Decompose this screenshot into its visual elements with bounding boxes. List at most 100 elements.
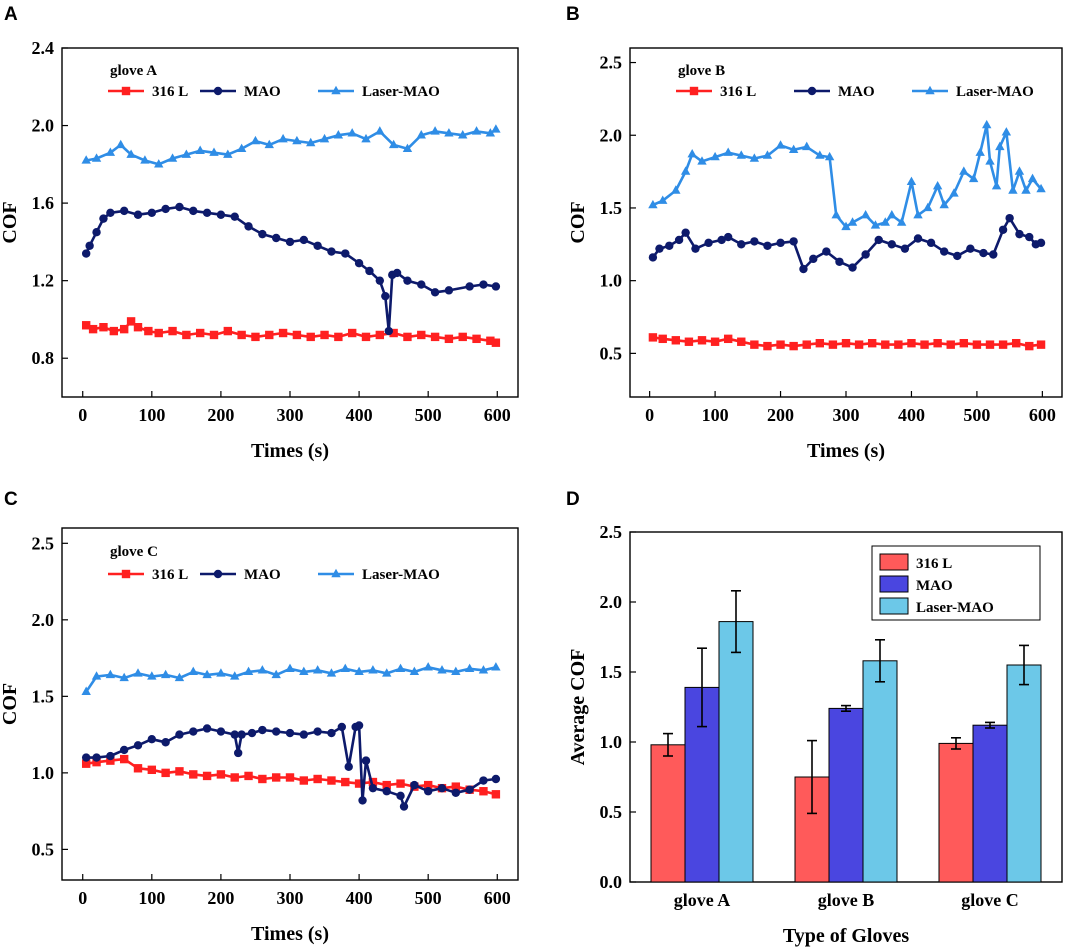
data-point — [1008, 185, 1018, 194]
data-point — [854, 340, 864, 349]
data-point — [887, 210, 897, 219]
legend-marker — [121, 569, 131, 579]
data-point — [959, 166, 969, 175]
data-point — [736, 150, 746, 159]
data-point — [230, 730, 239, 739]
data-point — [860, 210, 871, 219]
data-point — [831, 210, 841, 219]
data-point — [327, 776, 336, 785]
chart-panel-d: 0.0 0.5 1.0 1.5 2.0 2.5 glove A glove B glove C T… — [567, 522, 1063, 947]
data-point — [989, 250, 998, 259]
data-point — [161, 204, 170, 214]
data-point — [327, 728, 336, 738]
data-point — [161, 768, 170, 778]
data-point — [723, 147, 733, 156]
data-point — [923, 202, 933, 212]
y-tick-label: 0.5 — [600, 343, 623, 363]
panel-label-c: C — [4, 489, 18, 510]
data-point — [92, 753, 101, 762]
data-point — [299, 235, 309, 245]
x-axis-label: Type of Gloves — [783, 925, 910, 947]
data-point — [665, 241, 674, 250]
data-point — [337, 722, 347, 732]
data-point — [381, 291, 390, 301]
data-point — [189, 770, 198, 779]
x-tick-label: 100 — [138, 405, 165, 425]
data-point — [399, 802, 409, 811]
data-point — [133, 741, 143, 750]
data-point — [313, 241, 322, 250]
error-bar — [1019, 644, 1029, 686]
legend-item-mao: MAO — [200, 84, 281, 100]
data-point — [458, 332, 467, 342]
data-point — [92, 227, 101, 237]
data-point — [968, 173, 979, 183]
x-tick-label: 400 — [346, 888, 373, 908]
data-point — [717, 235, 726, 245]
error-bar — [985, 721, 995, 729]
data-point — [1025, 341, 1034, 351]
data-point — [874, 235, 883, 245]
data-point — [478, 665, 489, 674]
data-point — [382, 787, 391, 796]
bar-laser-mao-glove-b — [862, 660, 898, 883]
data-point — [932, 180, 943, 190]
data-point — [671, 185, 681, 194]
data-point — [648, 333, 658, 342]
data-point — [216, 668, 226, 677]
data-point — [395, 663, 406, 672]
data-point — [763, 241, 772, 250]
error-bar — [875, 638, 885, 683]
data-point — [202, 208, 212, 218]
data-point — [278, 328, 288, 338]
y-tick-label: 2.4 — [32, 38, 55, 58]
data-point — [789, 341, 798, 351]
legend-item-mao: MAO — [200, 567, 281, 583]
legend-title: glove C — [110, 544, 158, 560]
data-point — [81, 686, 91, 695]
data-point — [230, 212, 239, 221]
data-point — [182, 330, 191, 340]
data-point — [491, 282, 501, 291]
data-point — [116, 139, 126, 149]
data-point — [479, 776, 488, 785]
data-point — [174, 672, 185, 682]
y-tick-label: 2.5 — [600, 522, 623, 542]
data-point — [160, 669, 171, 679]
data-point — [403, 276, 412, 285]
data-point — [133, 764, 143, 773]
chart-panel-c: 0 100 200 300 400 500 600 0.5 1.0 1.5 2.0 2.5 Times … — [0, 527, 519, 945]
data-point — [119, 672, 129, 682]
data-point — [264, 139, 274, 149]
data-point — [92, 757, 101, 767]
data-point — [486, 336, 495, 345]
error-bar — [731, 589, 741, 654]
data-point — [775, 140, 786, 149]
data-point — [167, 153, 178, 162]
data-point — [209, 147, 219, 156]
data-point — [358, 796, 367, 805]
data-point — [354, 666, 364, 676]
data-point — [710, 151, 720, 161]
error-bar — [807, 739, 817, 815]
legend-label: MAO — [244, 84, 281, 100]
legend-label: MAO — [838, 84, 875, 100]
x-tick-label: 300 — [277, 888, 304, 908]
legend-swatch — [879, 575, 909, 593]
data-point — [423, 780, 433, 790]
data-point — [762, 150, 773, 159]
data-point — [237, 730, 246, 739]
x-axis-label: Times (s) — [251, 440, 329, 462]
data-point — [723, 334, 733, 344]
data-point — [485, 128, 496, 137]
data-point — [920, 340, 929, 349]
data-point — [347, 128, 357, 137]
y-tick-label: 0.5 — [600, 802, 623, 822]
data-point — [835, 257, 844, 266]
data-point — [648, 199, 658, 209]
data-point — [423, 787, 433, 796]
data-point — [106, 751, 115, 761]
data-point — [154, 159, 164, 168]
data-point — [799, 264, 808, 274]
data-point — [161, 738, 170, 747]
